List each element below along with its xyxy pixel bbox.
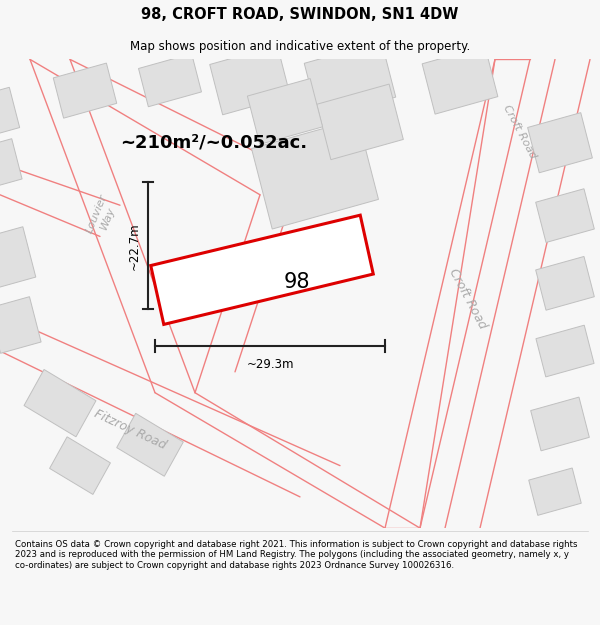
Text: ~22.7m: ~22.7m [128,222,140,269]
Polygon shape [251,119,379,229]
Polygon shape [53,63,117,118]
Polygon shape [210,46,290,115]
Polygon shape [0,139,22,188]
Text: ~29.3m: ~29.3m [246,358,294,371]
Polygon shape [151,215,373,324]
Polygon shape [530,397,589,451]
Text: Map shows position and indicative extent of the property.: Map shows position and indicative extent… [130,40,470,52]
Text: Fitzroy Road: Fitzroy Road [92,407,168,451]
Text: Croft Road: Croft Road [502,104,538,161]
Polygon shape [139,54,202,107]
Polygon shape [116,413,184,476]
Polygon shape [536,325,594,377]
Polygon shape [0,227,36,288]
Polygon shape [536,189,595,242]
Text: 98: 98 [284,272,310,292]
Polygon shape [24,369,96,437]
Polygon shape [527,112,592,173]
Polygon shape [247,79,323,144]
Text: Contains OS data © Crown copyright and database right 2021. This information is : Contains OS data © Crown copyright and d… [15,540,577,569]
Polygon shape [317,84,403,159]
Text: Louvier
Way: Louvier Way [84,192,120,239]
Polygon shape [422,46,498,114]
Polygon shape [0,88,20,136]
Polygon shape [50,437,110,494]
Text: 98, CROFT ROAD, SWINDON, SN1 4DW: 98, CROFT ROAD, SWINDON, SN1 4DW [142,8,458,22]
Polygon shape [0,297,41,353]
Text: Croft Road: Croft Road [446,266,490,331]
Polygon shape [536,256,595,310]
Polygon shape [304,42,396,119]
Polygon shape [529,468,581,516]
Text: ~210m²/~0.052ac.: ~210m²/~0.052ac. [120,134,307,152]
